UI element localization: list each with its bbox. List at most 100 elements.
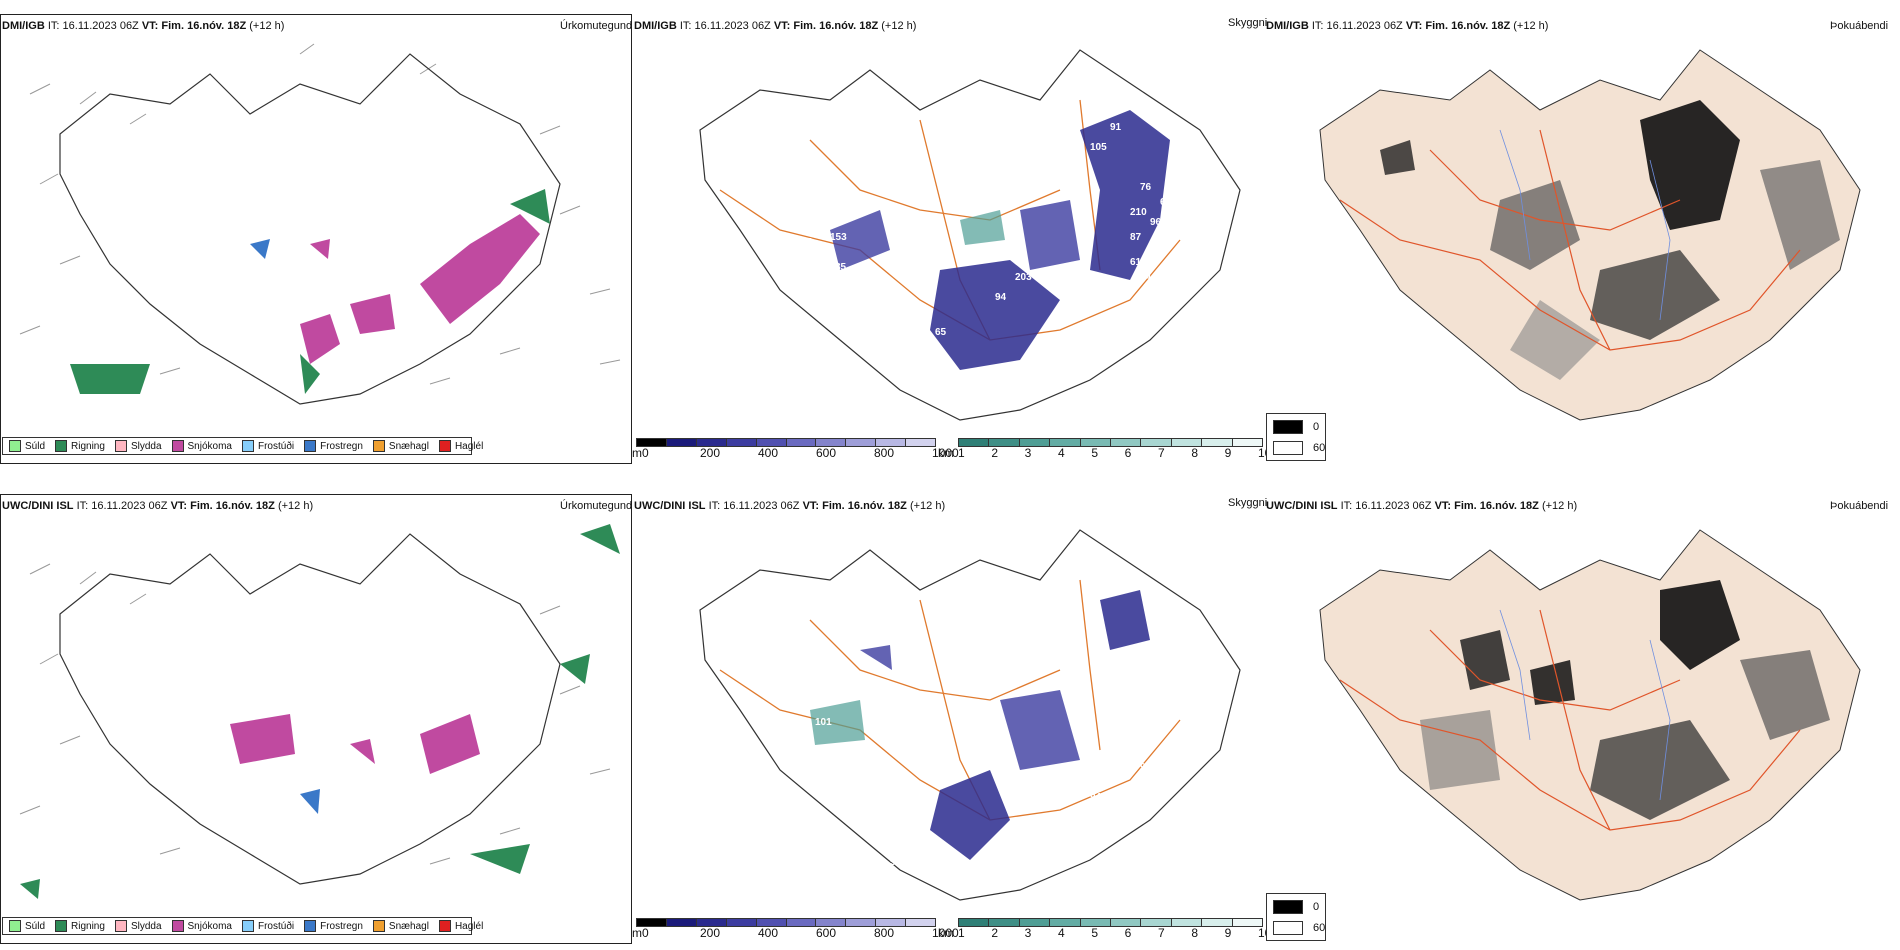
vis-value-label: 65 xyxy=(1160,197,1172,208)
colorbar-segment xyxy=(756,439,787,446)
precip-legend-label: Snæhagl xyxy=(388,920,429,932)
vt-value: Fim. 16.nóv. 18Z xyxy=(1425,20,1511,32)
fog-legend-label: 60 xyxy=(1313,442,1326,454)
precip-legend-label: Snjókoma xyxy=(187,920,232,932)
precip-title: Úrkomutegund xyxy=(560,500,633,512)
precip-legend-item: Snæhagl xyxy=(372,440,429,452)
vis-value-label: 69 xyxy=(865,322,877,333)
it-label: IT: xyxy=(47,20,60,32)
precip-legend-label: Snjókoma xyxy=(187,440,232,452)
row-2: UWC/DINI ISL IT: 16.11.2023 06Z VT: Fim.… xyxy=(0,480,1900,950)
precip-legend: Súld Rigning Slydda Snjókoma Frostúði Frostre… xyxy=(2,917,483,935)
colorbar-tick: 800 xyxy=(874,446,895,460)
it-value: 16.11.2023 06Z xyxy=(694,20,771,32)
colorbar-segment xyxy=(666,439,697,446)
precip-legend-swatch xyxy=(9,440,21,452)
colorbar-segment xyxy=(1141,439,1172,446)
fog-title: Þokuábendi xyxy=(1830,20,1889,32)
vis-value-label: 54 xyxy=(1140,272,1152,283)
fog-header: UWC/DINI ISL IT: 16.11.2023 06Z VT: Fim.… xyxy=(1266,500,1577,512)
precip-legend-swatch xyxy=(114,920,127,932)
colorbar-tick: 800 xyxy=(874,926,895,940)
colorbar-segment xyxy=(1171,439,1203,446)
vis-colorbar-km xyxy=(958,438,1263,447)
precip-legend-item: Haglél xyxy=(438,440,484,452)
colorbar-tick: 4 xyxy=(1058,446,1065,460)
vis-value-label: 131 xyxy=(785,752,802,763)
vis-value-label: 76 xyxy=(925,852,937,863)
colorbar-tick: 5 xyxy=(1091,446,1099,460)
vis-value-label: 254 xyxy=(825,782,842,793)
vis-value-label: 236 xyxy=(990,252,1007,263)
precip-legend-label: Rigning xyxy=(71,920,105,932)
colorbar-tick: 4 xyxy=(1058,926,1065,940)
precip-legend-item: Slydda xyxy=(114,440,162,452)
fog-legend-row: 60 xyxy=(1273,441,1325,455)
precip-title: Úrkomutegund xyxy=(560,20,633,32)
model-name: DMI/IGB xyxy=(634,20,677,32)
vis-colorbar-m-unit: m xyxy=(632,926,642,940)
it-value: 16.11.2023 06Z xyxy=(1326,20,1403,32)
it-label: IT: xyxy=(76,500,89,512)
colorbar-tick: 2 xyxy=(991,446,999,460)
iceland-land xyxy=(1319,49,1861,421)
colorbar-tick: 1000 xyxy=(932,926,959,940)
colorbar-segment xyxy=(1171,919,1203,926)
vis-value-label: 52 xyxy=(890,857,902,868)
colorbar-segment xyxy=(1111,919,1142,926)
vis-value-label: 66 xyxy=(875,722,887,733)
precip-areas xyxy=(20,524,620,899)
vis-value-label: 86 xyxy=(1090,807,1102,818)
vt-value: Fim. 16.nóv. 18Z xyxy=(793,20,879,32)
vis-value-label: 56 xyxy=(890,327,902,338)
fog-legend-row: 0 xyxy=(1273,900,1319,914)
vt-label: VT: xyxy=(141,20,159,32)
vis-value-label: 82 xyxy=(1090,287,1102,298)
vis-value-label: 10 xyxy=(815,417,827,428)
colorbar-segment xyxy=(1019,919,1051,926)
colorbar-segment xyxy=(876,439,907,446)
colorbar-segment xyxy=(786,919,817,926)
vis-colorbar-km-unit: km xyxy=(938,926,954,940)
colorbar-segment xyxy=(1232,439,1263,446)
model-name: UWC/DINI ISL xyxy=(2,500,74,512)
colorbar-segment xyxy=(846,919,877,926)
precip-legend-swatch xyxy=(55,920,68,932)
precip-map xyxy=(19,43,621,405)
vis-title: Skyggni xyxy=(1228,497,1268,509)
precip-legend-label: Frostúði xyxy=(257,440,295,452)
vis-value-label: 76 xyxy=(1140,182,1152,193)
precip-legend-label: Snæhagl xyxy=(388,440,429,452)
roads xyxy=(1339,129,1801,351)
colorbar-segment xyxy=(1080,439,1112,446)
precip-legend-swatch xyxy=(9,920,21,932)
vis-value-label: 85 xyxy=(835,262,847,273)
fog-areas xyxy=(1420,580,1830,820)
fog-legend: 0 60 xyxy=(1266,893,1326,941)
colorbar-segment xyxy=(906,919,936,926)
precip-legend-item: Slydda xyxy=(114,920,162,932)
iceland-coastline xyxy=(699,529,1241,901)
precip-legend-item: Frostregn xyxy=(304,920,363,932)
it-value: 16.11.2023 06Z xyxy=(62,20,139,32)
colorbar-segment xyxy=(696,439,727,446)
vis-value-label: 100 xyxy=(1170,602,1187,613)
precip-legend-swatch xyxy=(55,440,68,452)
vis-title: Skyggni xyxy=(1228,17,1268,29)
vis-value-label: 153 xyxy=(830,232,847,243)
vis-value-label: 145 xyxy=(710,712,727,723)
precip-legend-swatch xyxy=(241,440,254,452)
vis-value-label: 115 xyxy=(1100,582,1117,593)
vis-value-label: 57 xyxy=(1170,212,1182,223)
vis-header: UWC/DINI ISL IT: 16.11.2023 06Z VT: Fim.… xyxy=(634,500,945,512)
colorbar-segment xyxy=(846,439,877,446)
colorbar-tick: 0 xyxy=(642,446,649,460)
vis-value-label: 127 xyxy=(795,237,812,248)
precip-legend-swatch xyxy=(372,920,385,932)
colorbar-segment xyxy=(726,919,757,926)
precip-legend-label: Haglél xyxy=(454,440,484,452)
vt-label: VT: xyxy=(802,500,820,512)
vis-value-label: 210 xyxy=(1130,207,1147,218)
lead-time: (+12 h) xyxy=(909,500,946,512)
colorbar-segment xyxy=(989,439,1020,446)
